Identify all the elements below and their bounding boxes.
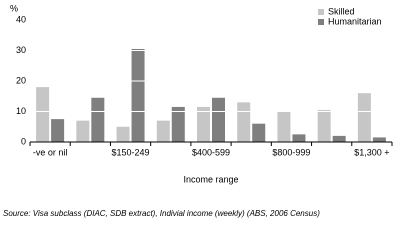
x-tick-label: -ve or nil <box>33 147 68 157</box>
legend-label: Skilled <box>328 6 355 16</box>
source-note: Source: Visa subclass (DIAC, SDB extract… <box>3 209 320 218</box>
bar <box>36 87 50 142</box>
chart: % Income range Source: Visa subclass (DI… <box>3 3 393 218</box>
bar <box>252 123 266 142</box>
bar <box>197 106 210 142</box>
legend-label: Humanitarian <box>328 16 382 26</box>
x-tick-label: $1,300 + <box>354 147 389 157</box>
y-tick-label: 20 <box>16 75 26 85</box>
x-axis-label: Income range <box>183 174 238 184</box>
bar <box>372 137 386 142</box>
y-tick-label: 10 <box>16 106 26 116</box>
y-tick-label: 40 <box>16 14 26 24</box>
bar <box>171 106 185 142</box>
bar <box>91 97 105 142</box>
bar <box>131 48 145 142</box>
legend-swatch <box>318 9 324 15</box>
bar <box>332 135 346 142</box>
x-tick-label: $150-249 <box>112 147 150 157</box>
bar <box>76 120 90 142</box>
bar <box>237 102 251 142</box>
y-tick-label: 0 <box>21 136 26 146</box>
bar <box>156 120 170 142</box>
y-axis-label: % <box>10 3 18 13</box>
bar <box>116 126 130 142</box>
bar <box>292 134 306 142</box>
bar <box>277 111 291 142</box>
x-tick-label: $800-999 <box>272 147 310 157</box>
legend-swatch <box>318 19 324 25</box>
bar <box>357 93 371 142</box>
x-tick-label: $400-599 <box>192 147 230 157</box>
bar <box>212 97 225 142</box>
bar <box>51 119 65 142</box>
bar <box>317 109 331 142</box>
y-tick-label: 30 <box>16 45 26 55</box>
page: % Income range Source: Visa subclass (DI… <box>3 3 393 219</box>
